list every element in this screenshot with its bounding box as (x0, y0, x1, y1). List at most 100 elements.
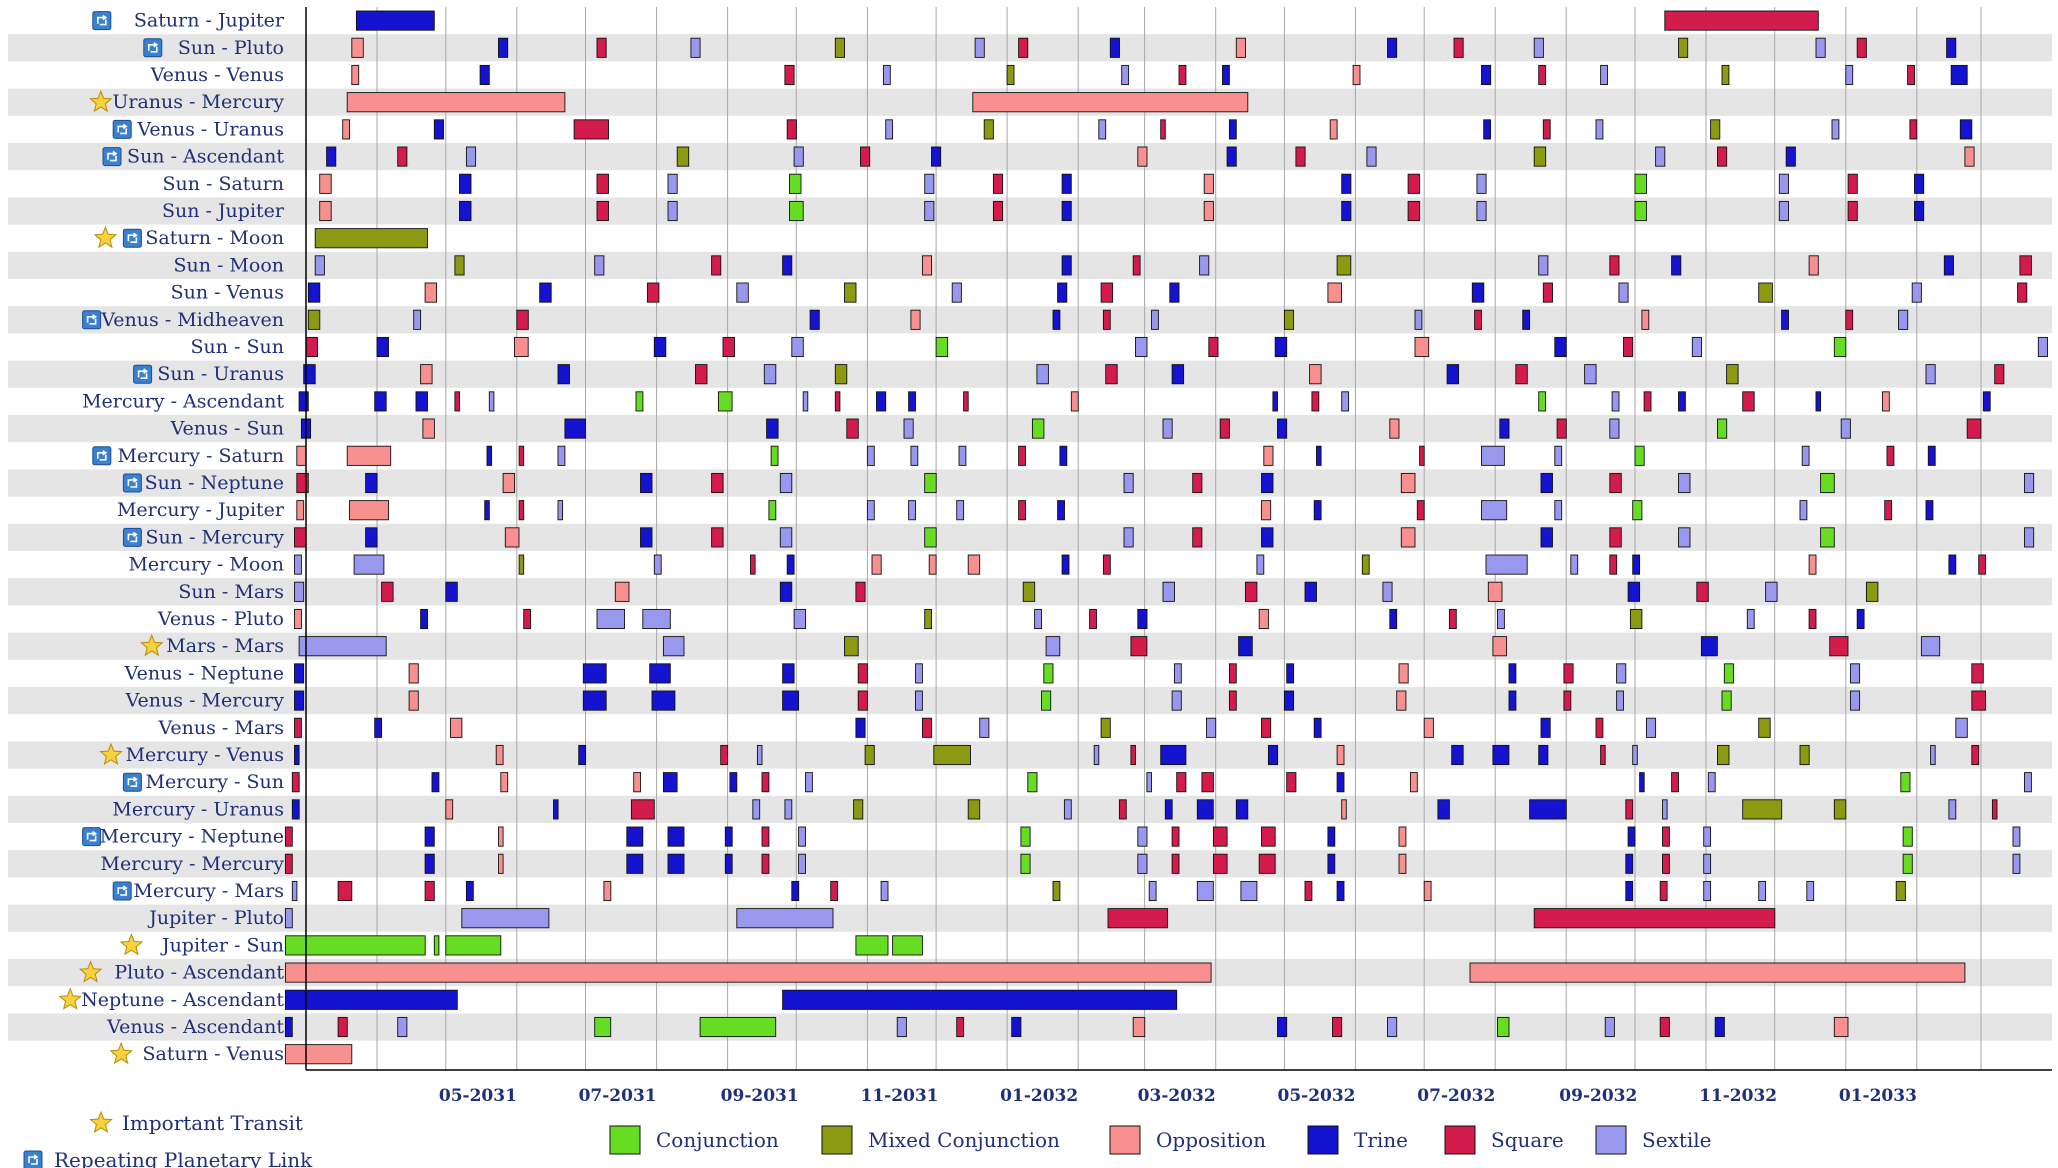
row-band (8, 524, 2052, 551)
event-bar-mixed-conjunction (1284, 310, 1293, 329)
event-bar-trine (668, 854, 684, 873)
event-bar-sextile (1207, 718, 1216, 737)
event-bar-sextile (668, 174, 677, 193)
event-bar-sextile (799, 854, 806, 873)
event-bar-trine (1227, 147, 1236, 166)
event-bar-opposition (872, 555, 881, 574)
row-band (8, 687, 2052, 714)
event-bar-opposition (503, 473, 514, 492)
event-bar-trine (1275, 337, 1287, 356)
row-label: Venus - Pluto (157, 608, 284, 630)
row-label: Saturn - Jupiter (134, 10, 285, 32)
event-bar-mixed-conjunction (1718, 745, 1730, 764)
event-bar-opposition (1071, 392, 1078, 411)
event-bar-square (1262, 718, 1271, 737)
event-bar-trine (1287, 664, 1294, 683)
event-bar-square (1848, 174, 1857, 193)
event-bar-square (1543, 283, 1552, 302)
row-label: Saturn - Venus (143, 1043, 284, 1065)
event-bar-square (1209, 337, 1218, 356)
event-bar-sextile (1802, 446, 1809, 465)
event-bar-square (1972, 745, 1979, 764)
event-bar-opposition (499, 827, 504, 846)
event-bar-mixed-conjunction (455, 256, 464, 275)
event-bar-sextile (1094, 745, 1099, 764)
event-bar-square (712, 256, 721, 275)
event-bar-trine (1305, 582, 1317, 601)
row-label: Sun - Moon (173, 254, 284, 276)
event-bar-sextile (1759, 881, 1766, 900)
event-bar-trine (295, 664, 304, 683)
event-bar-sextile (1555, 446, 1562, 465)
event-bar-conjunction (1028, 773, 1037, 792)
row-label: Sun - Mercury (146, 526, 285, 548)
event-bar-trine (1278, 1017, 1287, 1036)
event-bar-opposition (1337, 745, 1344, 764)
repeat-icon (103, 148, 121, 166)
event-bar-mixed-conjunction (925, 609, 932, 628)
row-label: Pluto - Ascendant (114, 962, 284, 984)
event-bar-mixed-conjunction (1053, 881, 1060, 900)
event-bar-sextile (794, 609, 806, 628)
row-label: Mercury - Saturn (117, 445, 284, 467)
event-bar-trine (466, 881, 473, 900)
event-bar-square (847, 419, 859, 438)
event-bar-mixed-conjunction (845, 637, 859, 656)
event-bar-sextile (957, 501, 964, 520)
event-bar-mixed-conjunction (835, 38, 844, 57)
event-bar-trine (783, 691, 799, 710)
event-bar-square (721, 745, 728, 764)
event-bar-sextile (1163, 419, 1172, 438)
event-bar-trine (583, 691, 606, 710)
event-bar-square (1539, 65, 1546, 84)
event-bar-opposition (1965, 147, 1974, 166)
legend-important-transit: Important Transit (91, 1111, 303, 1135)
event-bar-sextile (925, 174, 934, 193)
x-tick-label: 09-2031 (721, 1086, 799, 1106)
event-bar-square (1885, 501, 1892, 520)
event-bar-trine (1314, 718, 1321, 737)
star-icon (60, 989, 81, 1009)
event-bar-trine (1701, 637, 1717, 656)
event-bar-square (1213, 854, 1227, 873)
event-bar-square (1179, 65, 1186, 84)
event-bar-square (1967, 419, 1981, 438)
event-bar-square (1663, 827, 1670, 846)
event-bar-trine (1273, 392, 1278, 411)
event-bar-sextile (904, 419, 913, 438)
event-bar-opposition (285, 963, 1211, 982)
event-bar-sextile (883, 65, 890, 84)
event-bar-trine (1679, 392, 1686, 411)
event-bar-opposition (1488, 582, 1502, 601)
event-bar-sextile (911, 446, 918, 465)
event-bar-trine (1947, 38, 1956, 57)
event-bar-trine (295, 691, 304, 710)
row-label: Venus - Ascendant (106, 1016, 284, 1038)
event-bar-sextile (558, 446, 565, 465)
event-bar-trine (1541, 528, 1553, 547)
event-bar-trine (650, 664, 671, 683)
event-bar-sextile (737, 909, 833, 928)
event-bar-opposition (1882, 392, 1889, 411)
event-bar-square (1119, 800, 1126, 819)
event-bar-sextile (1415, 310, 1422, 329)
event-bar-opposition (1424, 718, 1433, 737)
row-band (8, 197, 2052, 224)
event-bar-square (785, 65, 794, 84)
event-bar-trine (856, 718, 865, 737)
event-bar-opposition (1236, 38, 1245, 57)
event-bar-sextile (1342, 392, 1349, 411)
event-bar-opposition (499, 854, 504, 873)
event-bar-trine (366, 528, 378, 547)
event-bar-square (1624, 337, 1633, 356)
event-bar-sextile (1956, 718, 1968, 737)
event-bar-sextile (1656, 147, 1665, 166)
event-bar-mixed-conjunction (1362, 555, 1369, 574)
event-bar-mixed-conjunction (1759, 718, 1771, 737)
event-bar-conjunction (1635, 446, 1644, 465)
event-bar-trine (780, 582, 792, 601)
event-bar-sextile (753, 800, 760, 819)
event-bar-sextile (909, 501, 916, 520)
event-bar-trine (1509, 691, 1516, 710)
event-bar-sextile (867, 446, 874, 465)
